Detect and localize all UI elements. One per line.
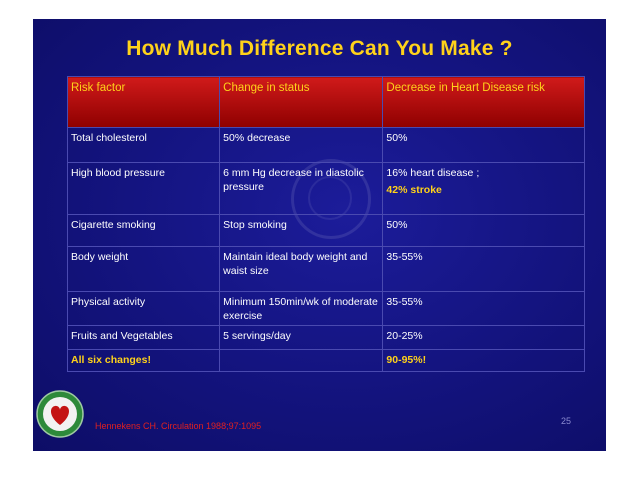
risk-extra: 42% stroke <box>386 184 442 197</box>
cell-change: 6 mm Hg decrease in diastolic pressure <box>219 162 384 215</box>
table-row: Total cholesterol 50% decrease 50% <box>66 127 585 163</box>
cell-risk: 35-55% <box>382 291 585 326</box>
society-logo-icon <box>36 390 84 438</box>
cell-factor: Total cholesterol <box>66 127 221 163</box>
cell-risk: 35-55% <box>382 246 585 292</box>
header-decrease-risk: Decrease in Heart Disease risk <box>382 76 585 128</box>
cell-change: Minimum 150min/wk of moderate exercise <box>219 291 384 326</box>
page-number: 25 <box>561 416 572 426</box>
cell-change: Stop smoking <box>219 214 384 247</box>
cell-total-factor: All six changes! <box>66 349 221 372</box>
cell-factor: High blood pressure <box>66 162 221 215</box>
citation-text: Hennekens CH. Circulation 1988;97:1095 <box>95 421 262 431</box>
table-row: Cigarette smoking Stop smoking 50% <box>66 214 585 247</box>
cell-change: 50% decrease <box>219 127 384 163</box>
table-row: Fruits and Vegetables 5 servings/day 20-… <box>66 325 585 350</box>
table-row: Body weight Maintain ideal body weight a… <box>66 246 585 292</box>
risk-value: 16% heart disease ; <box>386 167 480 179</box>
cell-factor: Cigarette smoking <box>66 214 221 247</box>
cell-total-risk: 90-95%! <box>382 349 585 372</box>
cell-risk: 50% <box>382 214 585 247</box>
cell-factor: Fruits and Vegetables <box>66 325 221 350</box>
slide: How Much Difference Can You Make ? Risk … <box>33 19 606 451</box>
table-header-row: Risk factor Change in status Decrease in… <box>66 76 585 128</box>
table-row: High blood pressure 6 mm Hg decrease in … <box>66 162 585 215</box>
cell-risk: 50% <box>382 127 585 163</box>
risk-table: Risk factor Change in status Decrease in… <box>66 76 585 372</box>
header-risk-factor: Risk factor <box>66 76 221 128</box>
cell-factor: Physical activity <box>66 291 221 326</box>
cell-factor: Body weight <box>66 246 221 292</box>
cell-change: 5 servings/day <box>219 325 384 350</box>
table-total-row: All six changes! 90-95%! <box>66 349 585 372</box>
cell-total-change <box>219 349 384 372</box>
cell-change: Maintain ideal body weight and waist siz… <box>219 246 384 292</box>
cell-risk: 16% heart disease ; 42% stroke <box>382 162 585 215</box>
slide-title: How Much Difference Can You Make ? <box>126 37 513 60</box>
header-change-in-status: Change in status <box>219 76 384 128</box>
cell-risk: 20-25% <box>382 325 585 350</box>
table-row: Physical activity Minimum 150min/wk of m… <box>66 291 585 326</box>
